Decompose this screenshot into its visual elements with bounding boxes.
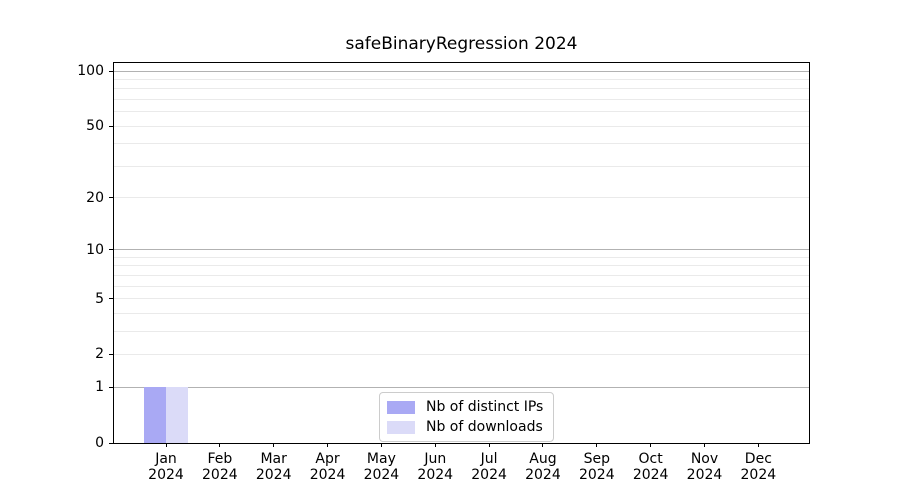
legend-label-distinct-ips: Nb of distinct IPs — [426, 399, 544, 415]
x-tick-label-aug-2024: Aug 2024 — [525, 451, 561, 483]
bar-distinct-ips-jan-2024 — [144, 387, 166, 443]
minor-gridline — [114, 312, 809, 314]
minor-gridline — [114, 353, 809, 355]
minor-gridline — [114, 125, 809, 127]
y-tick-label-1: 1 — [95, 379, 104, 396]
legend: Nb of distinct IPs Nb of downloads — [379, 392, 555, 442]
y-tick-label-20: 20 — [86, 189, 104, 206]
chart-title: safeBinaryRegression 2024 — [345, 34, 578, 54]
x-tick-mark — [380, 443, 382, 447]
y-tick-mark — [109, 442, 113, 444]
x-tick-label-feb-2024: Feb 2024 — [202, 451, 238, 483]
x-tick-mark — [650, 443, 652, 447]
x-tick-mark — [757, 443, 759, 447]
minor-gridline — [114, 298, 809, 300]
y-tick-label-5: 5 — [95, 290, 104, 307]
minor-gridline — [114, 265, 809, 267]
y-tick-mark — [109, 125, 113, 127]
minor-gridline — [114, 197, 809, 199]
y-tick-mark — [109, 197, 113, 199]
x-tick-label-jul-2024: Jul 2024 — [471, 451, 507, 483]
x-tick-label-may-2024: May 2024 — [363, 451, 400, 483]
y-tick-label-100: 100 — [77, 63, 104, 79]
minor-gridline — [114, 88, 809, 90]
x-tick-mark — [165, 443, 167, 447]
y-tick-mark — [109, 249, 113, 251]
y-tick-label-0: 0 — [95, 435, 104, 451]
y-tick-label-2: 2 — [95, 346, 104, 363]
major-gridline — [114, 70, 809, 72]
y-tick-label-10: 10 — [86, 241, 104, 258]
x-tick-mark — [219, 443, 221, 447]
y-tick-mark — [109, 298, 113, 300]
minor-gridline — [114, 165, 809, 167]
y-tick-mark — [109, 353, 113, 355]
plot-area: 0 1 2 5 10 20 50 100 Jan 2024 Feb 2024 Mar 2024 Apr 20… — [77, 62, 810, 483]
x-tick-mark — [434, 443, 436, 447]
minor-gridline — [114, 285, 809, 287]
minor-gridline — [114, 78, 809, 80]
x-tick-label-nov-2024: Nov 2024 — [686, 451, 723, 483]
x-tick-label-mar-2024: Mar 2024 — [255, 451, 292, 483]
x-tick-label-jan-2024: Jan 2024 — [148, 451, 184, 483]
minor-gridline — [114, 256, 809, 258]
y-tick-mark — [109, 386, 113, 388]
minor-gridline — [114, 111, 809, 113]
legend-swatch-downloads — [387, 420, 415, 434]
major-gridline — [114, 386, 809, 388]
x-tick-label-oct-2024: Oct 2024 — [632, 451, 669, 483]
bar-downloads-jan-2024 — [166, 387, 188, 443]
x-tick-mark — [596, 443, 598, 447]
x-tick-mark — [327, 443, 329, 447]
x-tick-mark — [542, 443, 544, 447]
minor-gridline — [114, 330, 809, 332]
y-tick-label-50: 50 — [86, 118, 104, 135]
x-tick-mark — [273, 443, 275, 447]
legend-swatch-distinct-ips — [387, 400, 415, 414]
minor-gridline — [114, 98, 809, 100]
legend-item-downloads: Nb of downloads — [387, 419, 543, 435]
x-tick-label-apr-2024: Apr 2024 — [309, 451, 346, 483]
minor-gridline — [114, 143, 809, 145]
x-tick-mark — [704, 443, 705, 447]
y-tick-mark — [109, 70, 113, 72]
legend-label-downloads: Nb of downloads — [426, 419, 543, 435]
major-gridline — [114, 249, 809, 251]
legend-item-distinct-ips: Nb of distinct IPs — [387, 399, 543, 415]
minor-gridline — [114, 274, 809, 276]
x-tick-label-jun-2024: Jun 2024 — [417, 451, 454, 483]
x-tick-label-dec-2024: Dec 2024 — [740, 451, 777, 483]
x-tick-mark — [488, 443, 490, 447]
x-tick-label-sep-2024: Sep 2024 — [578, 451, 615, 483]
